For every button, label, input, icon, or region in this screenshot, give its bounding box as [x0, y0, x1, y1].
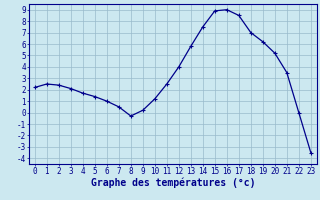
X-axis label: Graphe des températures (°c): Graphe des températures (°c) — [91, 177, 255, 188]
